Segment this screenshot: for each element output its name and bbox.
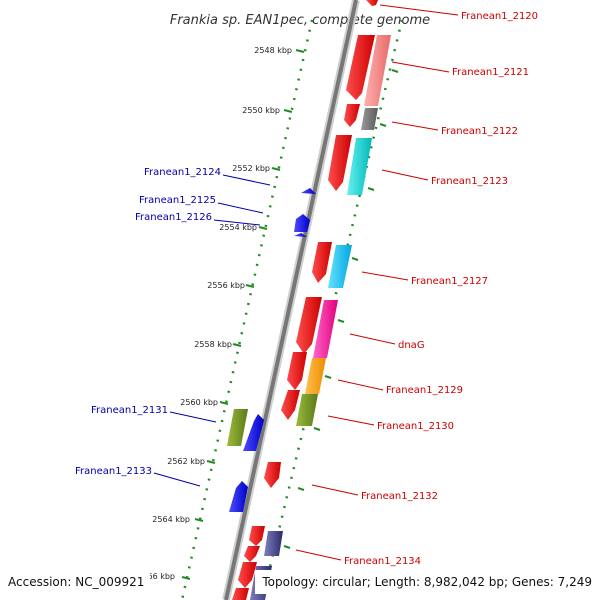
- gene-box: [296, 394, 318, 426]
- gene-label[interactable]: Franean1_2127: [411, 276, 488, 287]
- tick-label: 2562 kbp: [167, 457, 205, 466]
- topology-text: Topology: circular; Length: 8,982,042 bp…: [261, 575, 592, 589]
- gene-label[interactable]: dnaG: [398, 340, 425, 351]
- gene-label[interactable]: Franean1_2123: [431, 176, 508, 187]
- gene-arrow: [229, 481, 248, 512]
- gene-arrow: [296, 297, 322, 354]
- tick-label: 2560 kbp: [180, 398, 218, 407]
- gene-label[interactable]: Franean1_2131: [91, 405, 168, 416]
- gene-arrow: [281, 390, 300, 420]
- gene-label[interactable]: Franean1_2132: [361, 491, 438, 502]
- gene-box: [313, 300, 338, 358]
- gene-arrow: [249, 526, 265, 546]
- gene-arrow: [366, 0, 378, 6]
- gene-label[interactable]: Franean1_2134: [344, 556, 421, 567]
- gene-box: [347, 138, 372, 195]
- gene-label[interactable]: Franean1_2133: [75, 466, 152, 477]
- tick-label: 2548 kbp: [254, 46, 292, 55]
- gene-box: [227, 409, 248, 446]
- forward-cog-boxes: [250, 35, 391, 600]
- gene-arrow: [312, 242, 332, 283]
- gene-label[interactable]: Franean1_2129: [386, 385, 463, 396]
- footer-left-bg: [0, 570, 150, 594]
- gene-box: [328, 245, 352, 288]
- forward-gene-labels: [295, 4, 459, 561]
- gene-arrow: [238, 562, 257, 588]
- gene-box: [361, 108, 378, 130]
- gene-label[interactable]: Franean1_2126: [135, 212, 212, 223]
- gene-arrow: [346, 35, 375, 100]
- tick-marks: [181, 49, 305, 580]
- tick-label: 2566 kbp: [137, 572, 175, 581]
- gene-arrow: [287, 352, 307, 390]
- gene-label[interactable]: Franean1_2120: [461, 11, 538, 22]
- gene-box: [364, 35, 391, 106]
- reverse-gene-labels: [153, 174, 271, 487]
- gene-arrow: [232, 588, 249, 600]
- inner-tick-marks: [283, 69, 399, 549]
- accession-text: Accession: NC_009921: [8, 575, 144, 589]
- reverse-genes: [227, 188, 316, 512]
- tick-label: 2554 kbp: [219, 223, 257, 232]
- gene-label[interactable]: Franean1_2125: [139, 195, 216, 206]
- tick-label: 2550 kbp: [242, 106, 280, 115]
- gene-label[interactable]: Franean1_2124: [144, 167, 221, 178]
- tick-label: 2556 kbp: [207, 281, 245, 290]
- gene-box: [264, 531, 283, 556]
- gene-arrow: [344, 104, 360, 127]
- gene-arrow: [294, 214, 310, 232]
- gene-label[interactable]: Franean1_2122: [441, 126, 518, 137]
- gene-arrow: [264, 462, 281, 488]
- gene-arrow: [301, 188, 316, 194]
- gene-box: [305, 358, 326, 394]
- tick-label: 2558 kbp: [194, 340, 232, 349]
- footer-right-bg: [255, 570, 600, 594]
- genome-backbone: [224, 0, 358, 600]
- tick-label: 2564 kbp: [152, 515, 190, 524]
- gene-label[interactable]: Franean1_2130: [377, 421, 454, 432]
- forward-cds-arrows: [232, 0, 378, 600]
- gene-arrow: [243, 414, 264, 451]
- gene-arrow: [244, 546, 260, 562]
- map-title: Frankia sp. EAN1pec, complete genome: [170, 13, 430, 28]
- gene-label[interactable]: Franean1_2121: [452, 67, 529, 78]
- gene-arrow: [294, 233, 307, 237]
- gene-arrow: [328, 135, 352, 191]
- tick-label: 2552 kbp: [232, 164, 270, 173]
